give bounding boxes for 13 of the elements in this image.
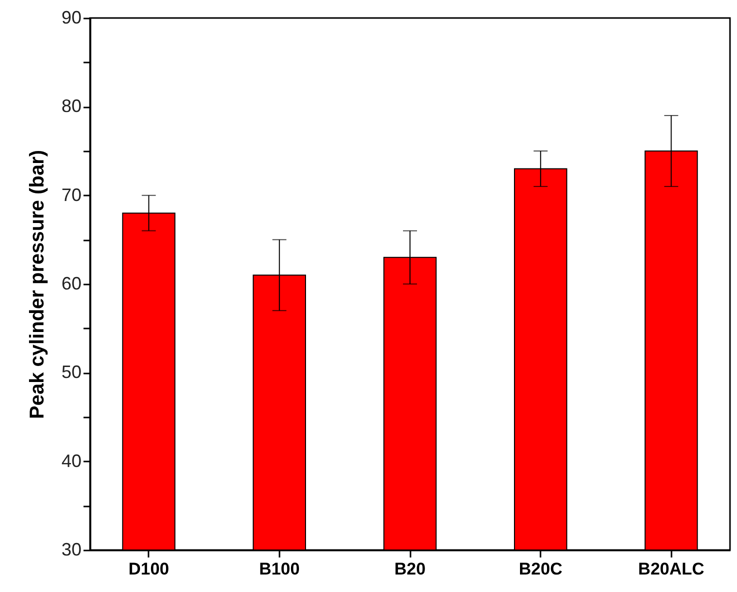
y-tick-label: 80: [61, 96, 82, 116]
x-tick-label: B20C: [518, 560, 562, 578]
x-tick-label: B100: [259, 560, 300, 578]
y-axis-title: Peak cylinder pressure (bar): [26, 150, 48, 420]
x-tick-label: B20: [394, 560, 426, 578]
y-tick-label: 50: [61, 362, 82, 382]
y-tick-label: 30: [61, 540, 82, 560]
y-tick-label: 40: [61, 450, 82, 471]
x-tick-label: D100: [128, 560, 170, 578]
x-tick-label: B20ALC: [638, 560, 704, 578]
y-tick-label: 70: [61, 184, 82, 205]
y-tick-label: 90: [61, 8, 82, 28]
y-tick-label: 60: [61, 274, 82, 294]
